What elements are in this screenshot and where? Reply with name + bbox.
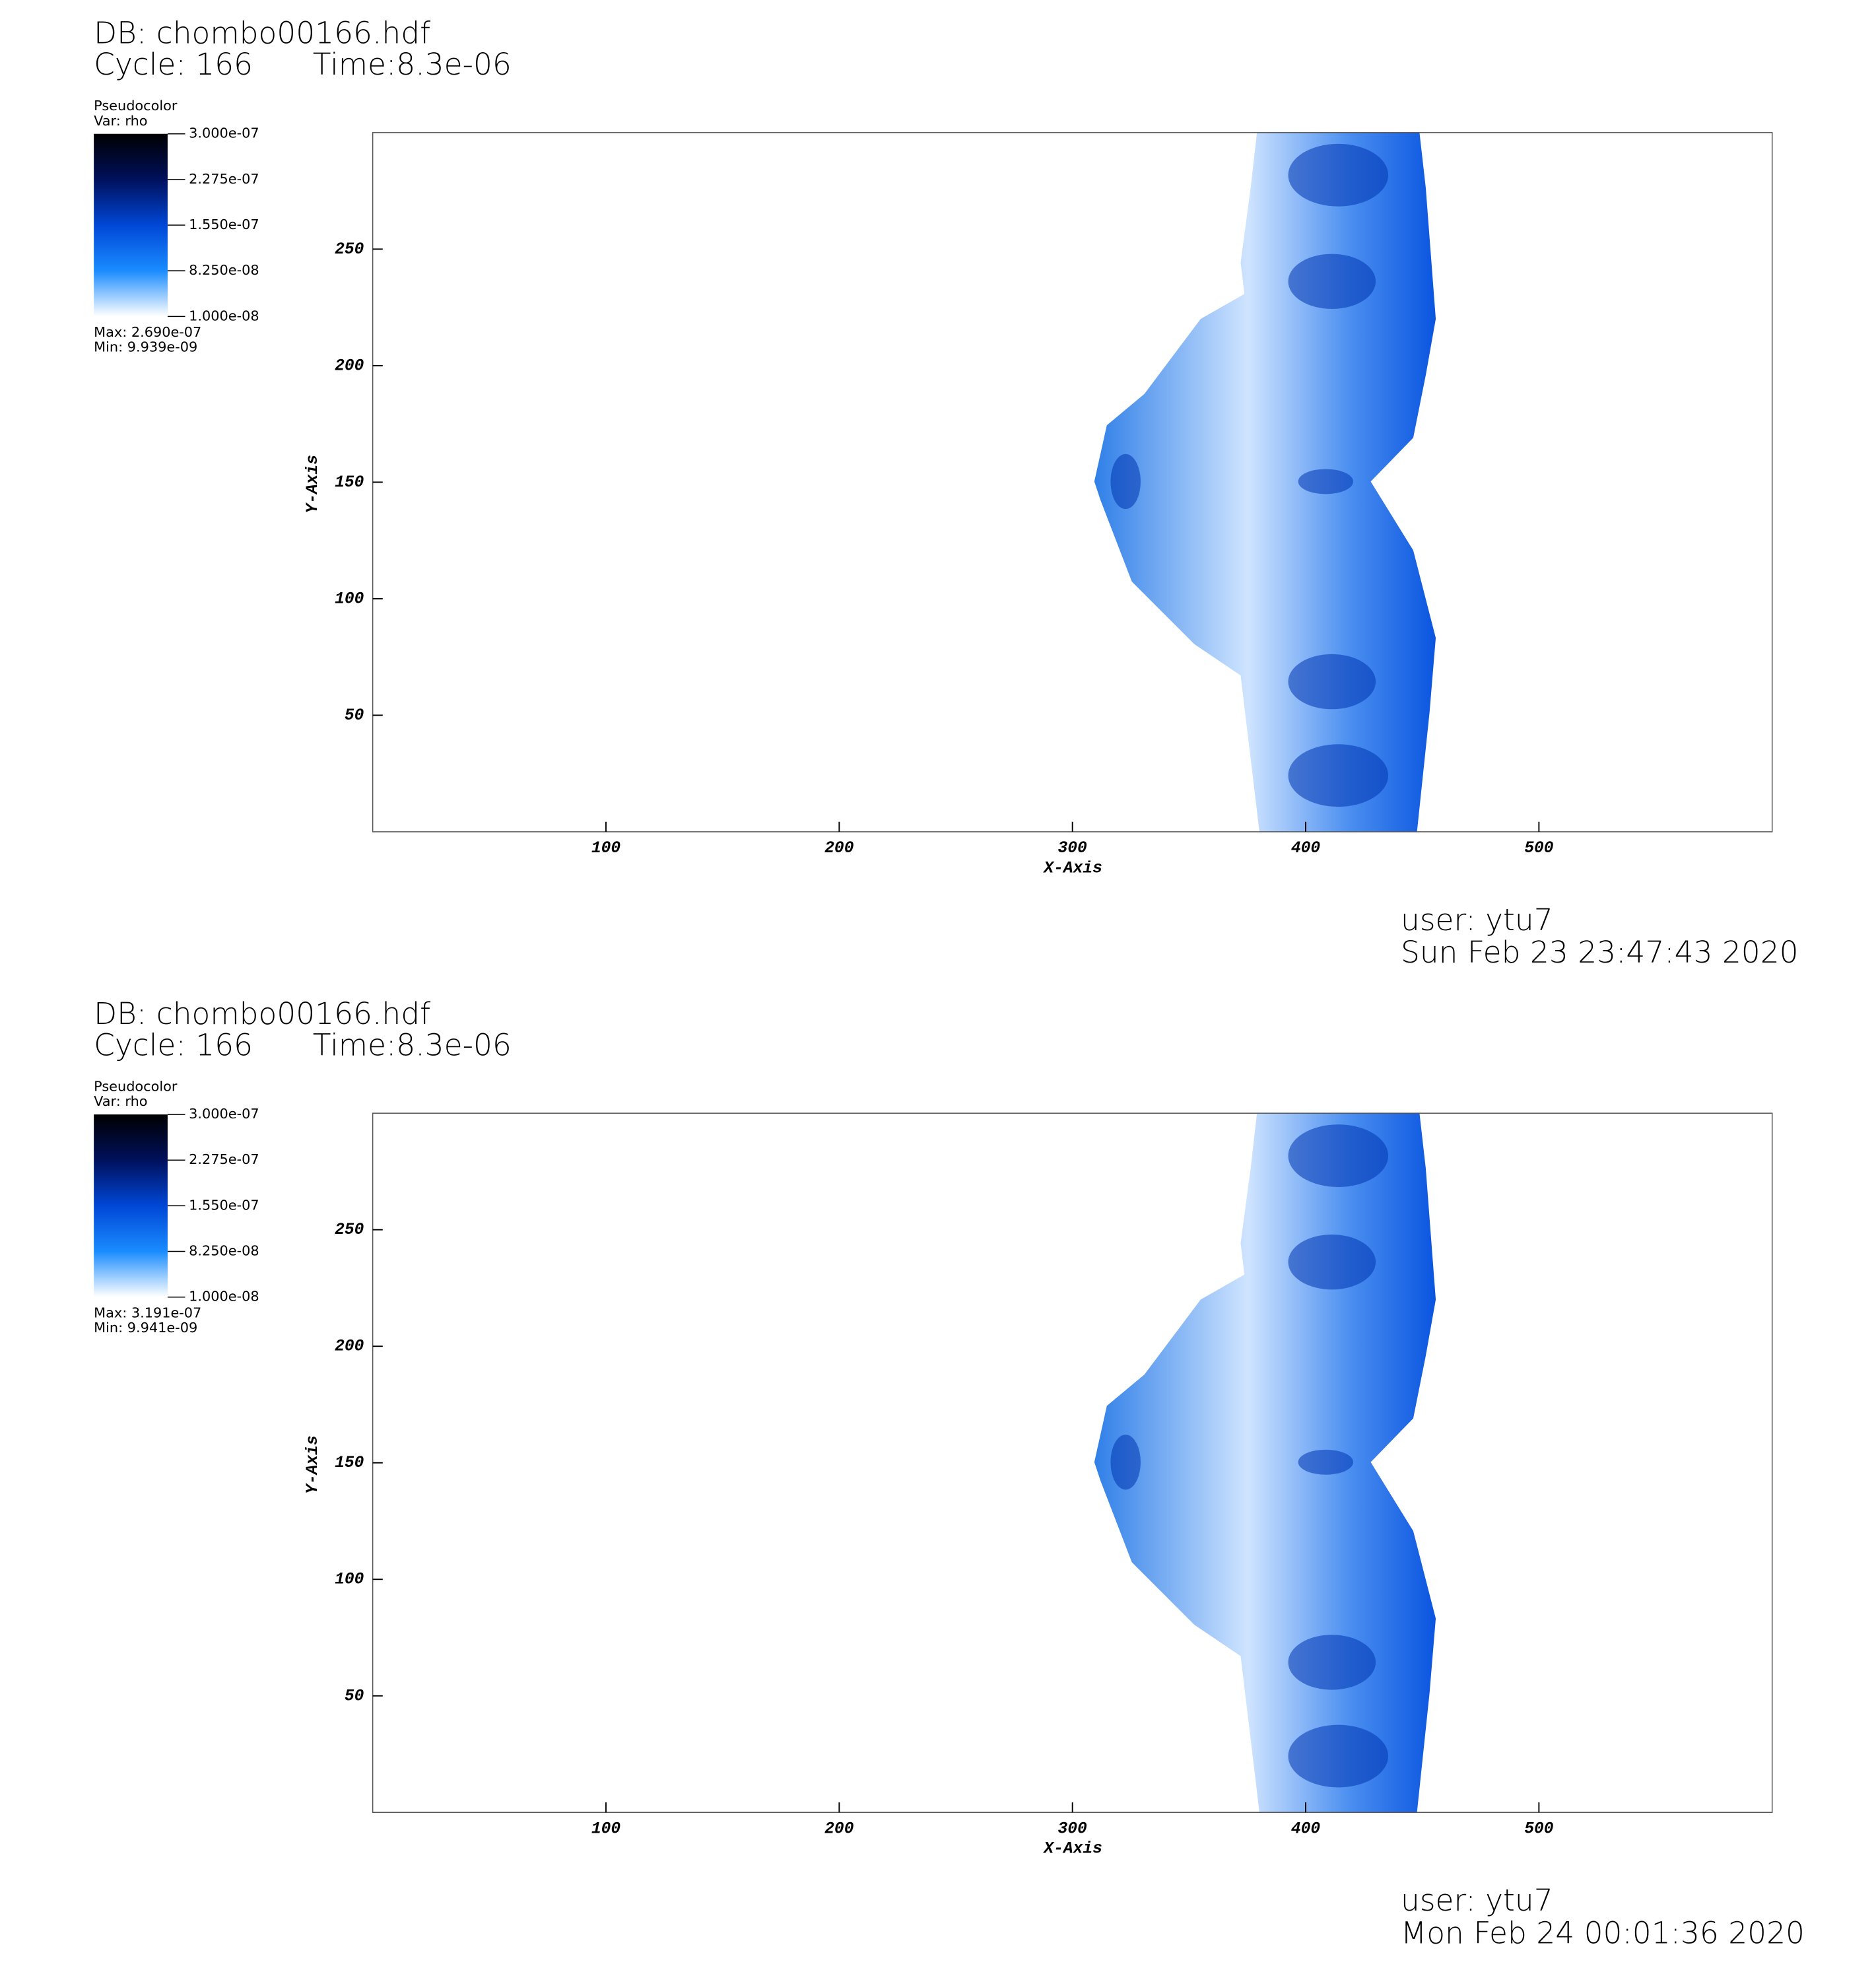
y-tick-label: 150 <box>335 1454 364 1472</box>
x-tick-label: 500 <box>1524 1820 1554 1838</box>
density-feature <box>1288 1124 1389 1187</box>
cycle: Cycle: 166 <box>94 47 253 82</box>
colorbar-tick-label: 3.000e-07 <box>189 125 259 141</box>
x-axis-title: X-Axis <box>1042 860 1102 877</box>
max-label: Max: 2.690e-07 <box>94 324 201 340</box>
max-label: Max: 3.191e-07 <box>94 1305 201 1320</box>
x-tick-label: 100 <box>591 840 621 858</box>
density-feature <box>1110 1435 1141 1490</box>
time: Time:8.3e-06 <box>313 47 512 82</box>
colorbar <box>94 133 168 317</box>
x-tick-label: 200 <box>824 840 854 858</box>
density-feature <box>1288 1234 1376 1290</box>
density-feature <box>1298 469 1354 494</box>
y-tick-label: 100 <box>335 590 364 608</box>
y-tick-label: 50 <box>345 1687 364 1705</box>
db-title: DB: chombo00166.hdf <box>94 16 430 51</box>
min-label: Min: 9.941e-09 <box>94 1320 197 1336</box>
density-feature <box>1288 1724 1389 1788</box>
y-axis-title: Y-Axis <box>304 1435 322 1494</box>
y-axis-title: Y-Axis <box>304 455 322 514</box>
min-label: Min: 9.939e-09 <box>94 339 197 355</box>
colorbar-tick-label: 3.000e-07 <box>189 1106 259 1122</box>
legend-variable: Var: rho <box>94 1093 147 1109</box>
y-tick-label: 50 <box>345 707 364 725</box>
x-tick-label: 400 <box>1291 840 1321 858</box>
density-feature <box>1288 143 1389 207</box>
x-tick-label: 300 <box>1058 840 1088 858</box>
colorbar-tick-label: 8.250e-08 <box>189 262 259 278</box>
density-feature <box>1288 254 1376 309</box>
colorbar-tick-label: 2.275e-07 <box>189 171 259 187</box>
density-feature <box>1298 1449 1354 1475</box>
y-tick-label: 200 <box>335 357 364 375</box>
density-field <box>1094 132 1436 832</box>
y-tick-label: 250 <box>335 241 364 259</box>
timestamp: Mon Feb 24 00:01:36 2020 <box>1401 1915 1805 1950</box>
y-tick-label: 250 <box>335 1221 364 1239</box>
colorbar-tick-label: 8.250e-08 <box>189 1243 259 1259</box>
db-title: DB: chombo00166.hdf <box>94 996 430 1031</box>
x-tick-label: 200 <box>824 1820 854 1838</box>
legend-variable: Var: rho <box>94 113 147 129</box>
density-feature <box>1288 1635 1376 1690</box>
y-tick-label: 200 <box>335 1338 364 1356</box>
density-feature <box>1110 454 1141 510</box>
density-feature <box>1288 744 1389 807</box>
colorbar-tick-label: 1.000e-08 <box>189 308 259 323</box>
x-tick-label: 100 <box>591 1820 621 1838</box>
colorbar-tick-label: 1.000e-08 <box>189 1289 259 1305</box>
timestamp: Sun Feb 23 23:47:43 2020 <box>1401 935 1799 970</box>
user: user: ytu7 <box>1401 1883 1553 1918</box>
x-tick-label: 400 <box>1291 1820 1321 1838</box>
plot-frame <box>372 132 1773 832</box>
y-tick-label: 100 <box>335 1571 364 1589</box>
x-axis-title: X-Axis <box>1042 1841 1102 1858</box>
colorbar-tick-label: 2.275e-07 <box>189 1151 259 1167</box>
time: Time:8.3e-06 <box>313 1027 512 1062</box>
x-tick-label: 300 <box>1058 1820 1088 1838</box>
user: user: ytu7 <box>1401 902 1553 937</box>
plot-frame <box>372 1112 1773 1814</box>
legend-title: Pseudocolor <box>94 1078 178 1094</box>
x-tick-label: 500 <box>1524 840 1554 858</box>
density-field <box>1094 1113 1436 1813</box>
y-tick-label: 150 <box>335 474 364 492</box>
legend-title: Pseudocolor <box>94 98 178 114</box>
colorbar-tick-label: 1.550e-07 <box>189 1197 259 1213</box>
cycle: Cycle: 166 <box>94 1027 253 1062</box>
density-feature <box>1288 654 1376 710</box>
colorbar <box>94 1114 168 1297</box>
colorbar-tick-label: 1.550e-07 <box>189 217 259 232</box>
